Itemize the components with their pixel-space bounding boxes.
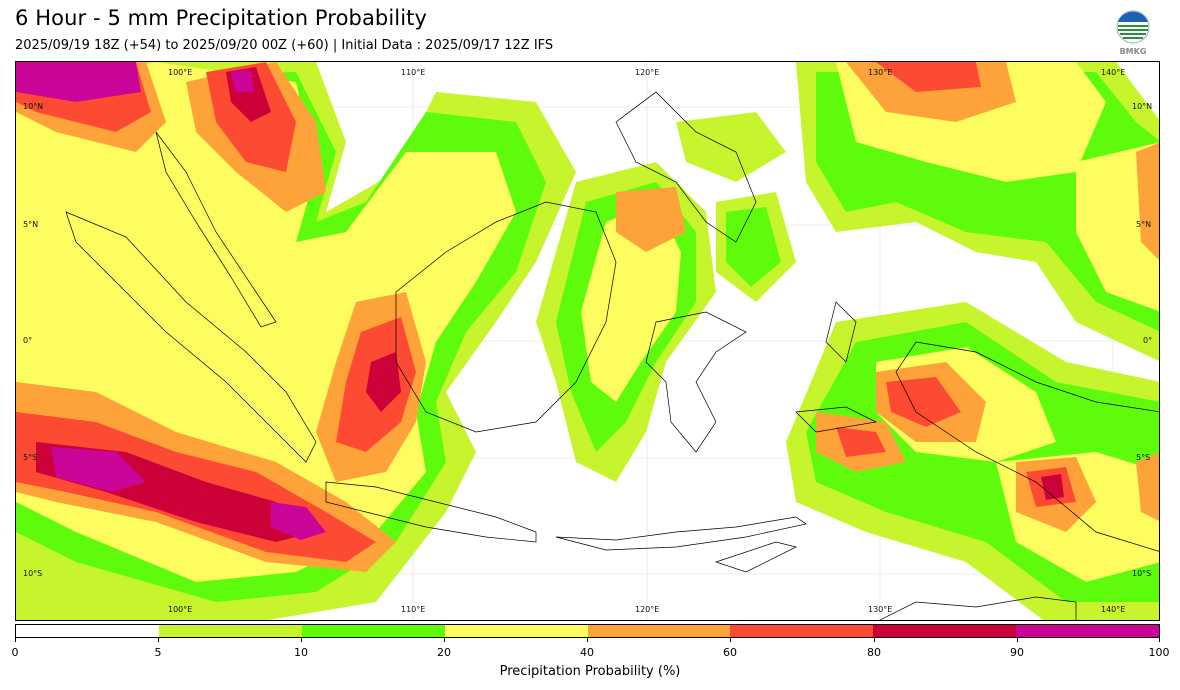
colorbar — [15, 624, 1160, 638]
colorbar-segment — [16, 625, 159, 637]
lon-label-bottom: 140°E — [1101, 605, 1126, 614]
lat-label-left: 10°S — [23, 569, 43, 578]
colorbar-tickmark — [1159, 638, 1160, 642]
lat-label-right: 10°N — [1132, 102, 1153, 111]
coastlines — [65, 91, 1159, 620]
lat-label-left: 10°N — [23, 102, 44, 111]
lat-label-right: 5°N — [1136, 220, 1152, 229]
lon-label-top: 100°E — [168, 68, 193, 77]
colorbar-tickmark — [587, 638, 588, 642]
colorbar-segment — [158, 625, 302, 637]
lon-label-top: 140°E — [1101, 68, 1126, 77]
colorbar-segment — [730, 625, 874, 637]
colorbar-segment — [444, 625, 588, 637]
lon-label-bottom: 130°E — [868, 605, 893, 614]
lon-label-top: 120°E — [635, 68, 660, 77]
lon-label-top: 130°E — [868, 68, 893, 77]
colorbar-tickmark — [874, 638, 875, 642]
colorbar-segment — [587, 625, 731, 637]
colorbar-tickmark — [158, 638, 159, 642]
lon-label-top: 110°E — [401, 68, 426, 77]
colorbar-tickmark — [444, 638, 445, 642]
colorbar-segment — [301, 625, 445, 637]
lon-label-bottom: 100°E — [168, 605, 193, 614]
lat-label-left: 0° — [23, 336, 33, 345]
lat-label-right: 10°S — [1132, 569, 1152, 578]
prob-90-100-region — [16, 62, 326, 540]
precipitation-map: 100°E 110°E 120°E 130°E 140°E 100°E 110°… — [15, 61, 1160, 621]
lat-label-left: 5°N — [23, 220, 39, 229]
colorbar-tick-label: 20 — [437, 646, 451, 659]
colorbar-tick-label: 90 — [1010, 646, 1024, 659]
bmkg-logo: BMKG — [1112, 10, 1154, 56]
colorbar-tickmark — [301, 638, 302, 642]
colorbar-segment — [873, 625, 1017, 637]
colorbar-label: Precipitation Probability (%) — [499, 664, 681, 679]
colorbar-tick-label: 5 — [154, 646, 162, 659]
colorbar-tick-label: 80 — [867, 646, 881, 659]
lat-label-right: 5°S — [1136, 453, 1151, 462]
page-subtitle: 2025/09/19 18Z (+54) to 2025/09/20 00Z (… — [15, 38, 554, 53]
lat-label-left: 5°S — [23, 453, 38, 462]
colorbar-tick-label: 60 — [723, 646, 737, 659]
page-title: 6 Hour - 5 mm Precipitation Probability — [15, 6, 428, 30]
colorbar-tickmark — [1017, 638, 1018, 642]
colorbar-tick-label: 0 — [11, 646, 19, 659]
colorbar-tickmark — [15, 638, 16, 642]
lon-label-bottom: 120°E — [635, 605, 660, 614]
colorbar-tick-label: 100 — [1148, 646, 1170, 659]
lat-label-right: 0° — [1143, 336, 1153, 345]
colorbar-segment — [1016, 625, 1159, 637]
colorbar-tick-label: 40 — [580, 646, 594, 659]
colorbar-tickmark — [730, 638, 731, 642]
colorbar-tick-label: 10 — [294, 646, 308, 659]
lon-label-bottom: 110°E — [401, 605, 426, 614]
logo-text: BMKG — [1120, 47, 1147, 56]
